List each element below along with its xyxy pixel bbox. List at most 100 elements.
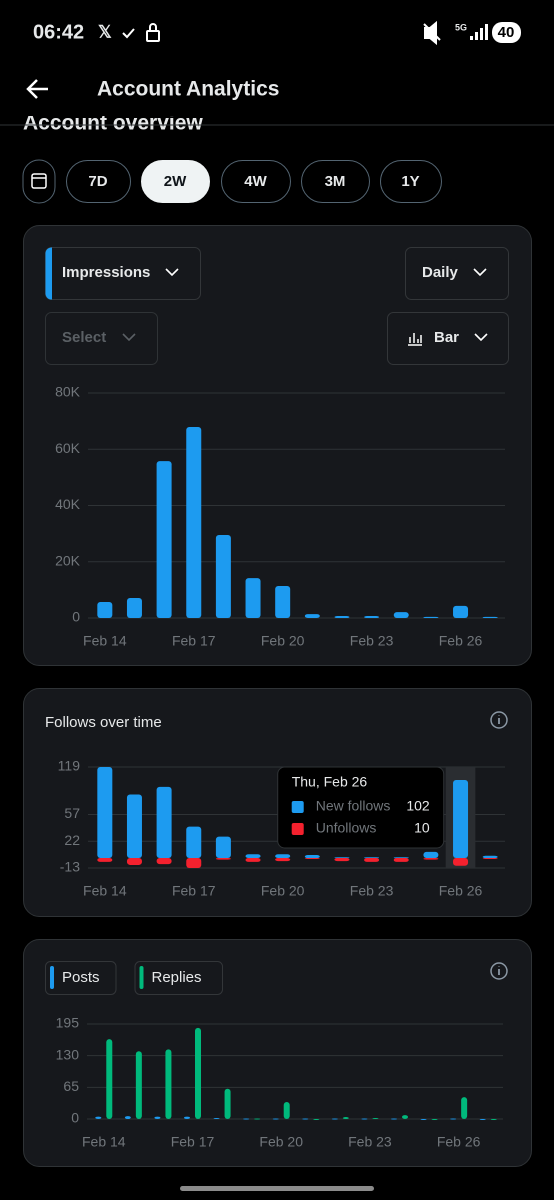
range-chip[interactable] xyxy=(221,160,291,203)
status-icon xyxy=(146,30,160,42)
bar xyxy=(275,858,291,862)
bar xyxy=(126,794,142,859)
x-tick-label: Feb 23 xyxy=(348,1134,392,1150)
range-chip[interactable] xyxy=(380,160,442,203)
network: 5G xyxy=(455,22,467,32)
range-chip[interactable] xyxy=(66,160,131,203)
status-icon: 𝕏 xyxy=(98,22,112,41)
bar xyxy=(245,858,261,862)
bar xyxy=(184,1116,190,1119)
calendar-button[interactable] xyxy=(22,159,56,204)
x-tick-label: Feb 26 xyxy=(439,883,483,899)
bar xyxy=(186,858,202,868)
bar xyxy=(275,585,291,618)
y-tick-label: 57 xyxy=(64,805,80,821)
legend-swatch xyxy=(50,966,54,989)
bar xyxy=(482,616,498,618)
bar xyxy=(420,1119,427,1120)
x-tick-label: Feb 20 xyxy=(261,633,305,649)
back-button[interactable] xyxy=(26,79,48,99)
header-bg xyxy=(0,0,554,116)
tooltip-value: 10 xyxy=(414,820,430,836)
section-title: Account overview xyxy=(23,112,203,135)
bar xyxy=(402,1115,408,1119)
bar xyxy=(331,1118,338,1120)
bar xyxy=(126,858,142,865)
tooltip-value: 102 xyxy=(406,798,430,814)
range-label: 3M xyxy=(325,173,346,190)
bar xyxy=(275,854,291,859)
y-tick-label: 195 xyxy=(56,1015,80,1031)
range-chip[interactable] xyxy=(141,160,210,203)
bar xyxy=(364,616,380,618)
bar xyxy=(450,1118,457,1120)
y-tick-label: 22 xyxy=(64,832,80,848)
chevron xyxy=(473,268,487,277)
bar xyxy=(97,767,113,859)
home-indicator xyxy=(180,1186,374,1191)
bar xyxy=(372,1118,379,1120)
y-tick-label: 20K xyxy=(55,552,81,568)
tooltip-title: Thu, Feb 26 xyxy=(292,774,368,790)
bar xyxy=(334,857,350,859)
bar xyxy=(393,612,409,618)
legend-swatch xyxy=(139,966,144,989)
tooltip xyxy=(277,766,445,849)
bar xyxy=(461,1097,468,1119)
bar xyxy=(361,1118,368,1120)
bar xyxy=(342,1117,349,1119)
range-chip[interactable] xyxy=(301,160,370,203)
bar xyxy=(391,1118,397,1120)
info-icon[interactable] xyxy=(490,711,508,729)
bar xyxy=(393,857,409,859)
y-tick-label: 40K xyxy=(55,496,81,512)
range-label: 7D xyxy=(88,173,107,190)
chart-type-label: Bar xyxy=(434,329,459,346)
signal-icon xyxy=(470,24,488,40)
tooltip-label: Unfollows xyxy=(316,820,377,836)
bar xyxy=(423,858,439,860)
info-icon[interactable] xyxy=(490,962,508,980)
interval-dropdown[interactable] xyxy=(405,247,509,300)
status-icon xyxy=(149,23,157,31)
bar xyxy=(165,1049,172,1119)
bar xyxy=(224,1088,231,1119)
chevron xyxy=(165,268,179,277)
interval-label: Daily xyxy=(422,264,459,281)
metric-label: Impressions xyxy=(62,264,150,281)
x-tick-label: Feb 14 xyxy=(83,883,127,899)
legend-item[interactable] xyxy=(134,961,223,995)
battery-level: 40 xyxy=(498,24,515,41)
bar xyxy=(283,1101,290,1119)
bar xyxy=(304,858,320,860)
bar xyxy=(97,601,113,618)
legend-label: Posts xyxy=(62,969,100,986)
battery xyxy=(492,22,521,43)
page-title: Account Analytics xyxy=(97,78,279,101)
bar xyxy=(490,1119,497,1120)
tooltip-swatch xyxy=(291,801,304,813)
chart-type-dropdown[interactable] xyxy=(387,312,509,365)
x-tick-label: Feb 23 xyxy=(350,633,394,649)
bar xyxy=(195,1027,201,1119)
legend-item[interactable] xyxy=(45,961,117,995)
bar xyxy=(304,614,320,618)
status-icon xyxy=(122,28,135,39)
card xyxy=(23,225,532,666)
bar xyxy=(453,780,469,859)
y-tick-label: 80K xyxy=(55,384,81,400)
compare-label: Select xyxy=(62,329,106,346)
bar xyxy=(313,1119,320,1120)
bar xyxy=(482,858,498,860)
bar xyxy=(334,616,350,618)
compare-dropdown[interactable] xyxy=(45,312,158,365)
bar xyxy=(423,616,439,618)
bar xyxy=(453,605,469,618)
bar xyxy=(272,1118,279,1120)
bar xyxy=(245,854,261,859)
chevron xyxy=(122,333,136,342)
y-tick-label: 65 xyxy=(63,1078,79,1094)
y-tick-label: 0 xyxy=(72,609,80,625)
